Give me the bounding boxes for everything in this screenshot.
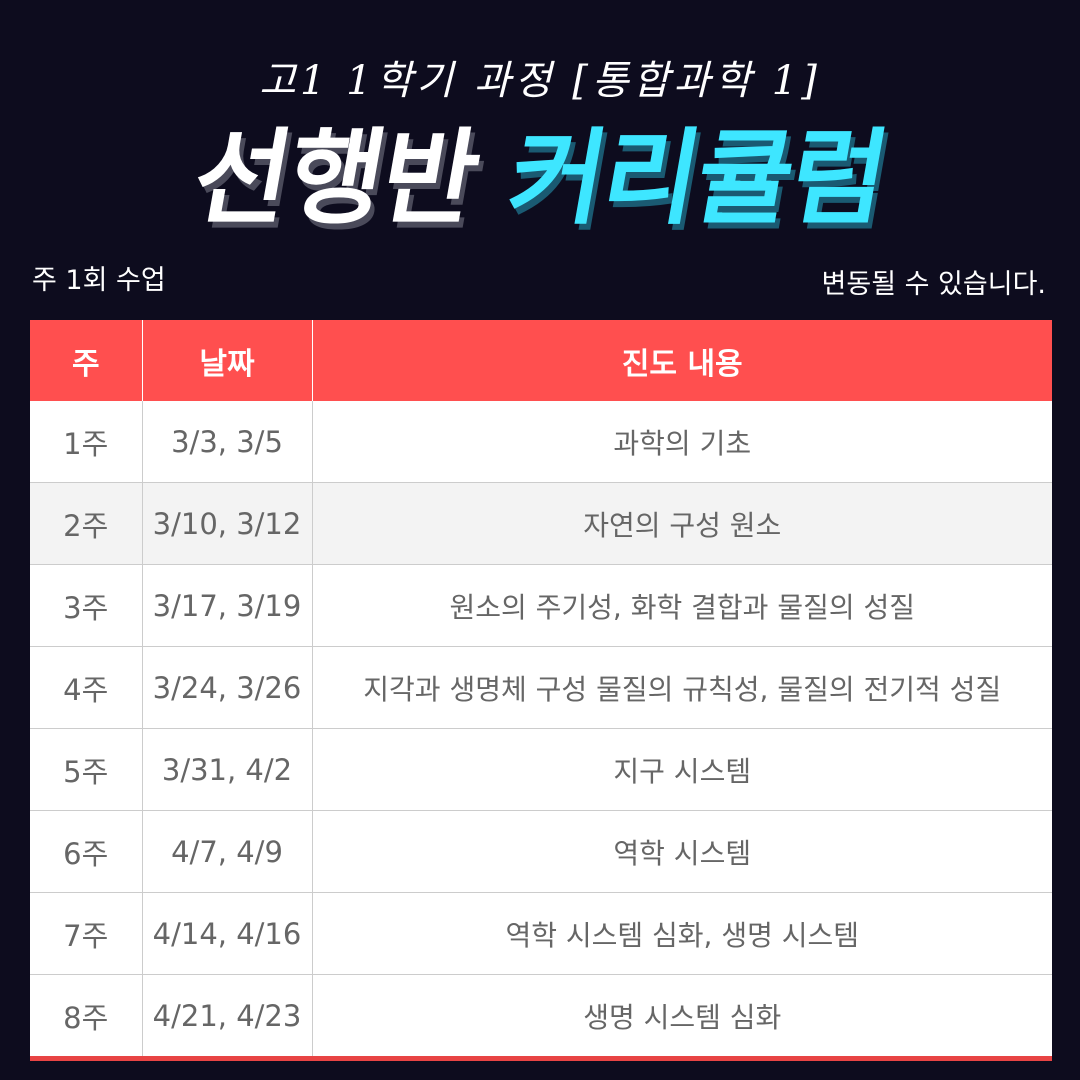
- table-row: 4주 3/24, 3/26 지각과 생명체 구성 물질의 규칙성, 물질의 전기…: [30, 646, 1052, 729]
- week-cell: 3주: [30, 564, 143, 647]
- column-header-content: 진도 내용: [312, 320, 1052, 401]
- date-cell: 4/14, 4/16: [142, 892, 313, 975]
- content-cell: 역학 시스템: [312, 810, 1052, 893]
- content-cell: 지각과 생명체 구성 물질의 규칙성, 물질의 전기적 성질: [312, 646, 1052, 729]
- content-cell: 지구 시스템: [312, 728, 1052, 811]
- curriculum-table: 주 날짜 진도 내용 1주 3/3, 3/5 과학의 기초 2주 3/10, 3…: [30, 320, 1052, 1061]
- table-row: 1주 3/3, 3/5 과학의 기초: [30, 401, 1052, 483]
- column-header-date: 날짜: [142, 320, 313, 401]
- change-notice: 변동될 수 있습니다.: [821, 269, 1046, 300]
- date-cell: 4/7, 4/9: [142, 810, 313, 893]
- title-part-2: 커리큘럼: [499, 117, 896, 239]
- date-cell: 3/17, 3/19: [142, 564, 313, 647]
- content-cell: 생명 시스템 심화: [312, 974, 1052, 1059]
- content-cell: 자연의 구성 원소: [312, 482, 1052, 565]
- date-cell: 3/3, 3/5: [142, 401, 313, 483]
- week-cell: 5주: [30, 728, 143, 811]
- title-part-1: 선행반: [184, 117, 487, 239]
- content-cell: 과학의 기초: [312, 401, 1052, 483]
- week-cell: 7주: [30, 892, 143, 975]
- week-cell: 6주: [30, 810, 143, 893]
- column-header-week: 주: [30, 320, 143, 401]
- frequency-note: 주 1회 수업: [32, 265, 166, 296]
- table-row: 8주 4/21, 4/23 생명 시스템 심화: [30, 974, 1052, 1059]
- page-title: 선행반 커리큘럼: [0, 112, 1080, 244]
- date-cell: 3/24, 3/26: [142, 646, 313, 729]
- table-header-row: 주 날짜 진도 내용: [30, 320, 1052, 401]
- table-row: 7주 4/14, 4/16 역학 시스템 심화, 생명 시스템: [30, 892, 1052, 975]
- week-cell: 8주: [30, 974, 143, 1059]
- table-row: 3주 3/17, 3/19 원소의 주기성, 화학 결합과 물질의 성질: [30, 564, 1052, 647]
- week-cell: 2주: [30, 482, 143, 565]
- content-cell: 원소의 주기성, 화학 결합과 물질의 성질: [312, 564, 1052, 647]
- table-row: 5주 3/31, 4/2 지구 시스템: [30, 728, 1052, 811]
- content-cell: 역학 시스템 심화, 생명 시스템: [312, 892, 1052, 975]
- week-cell: 4주: [30, 646, 143, 729]
- date-cell: 3/10, 3/12: [142, 482, 313, 565]
- course-subtitle: 고1 1학기 과정 [통합과학 1]: [259, 58, 821, 104]
- table-row: 2주 3/10, 3/12 자연의 구성 원소: [30, 482, 1052, 565]
- week-cell: 1주: [30, 401, 143, 483]
- date-cell: 4/21, 4/23: [142, 974, 313, 1059]
- table-row: 6주 4/7, 4/9 역학 시스템: [30, 810, 1052, 893]
- date-cell: 3/31, 4/2: [142, 728, 313, 811]
